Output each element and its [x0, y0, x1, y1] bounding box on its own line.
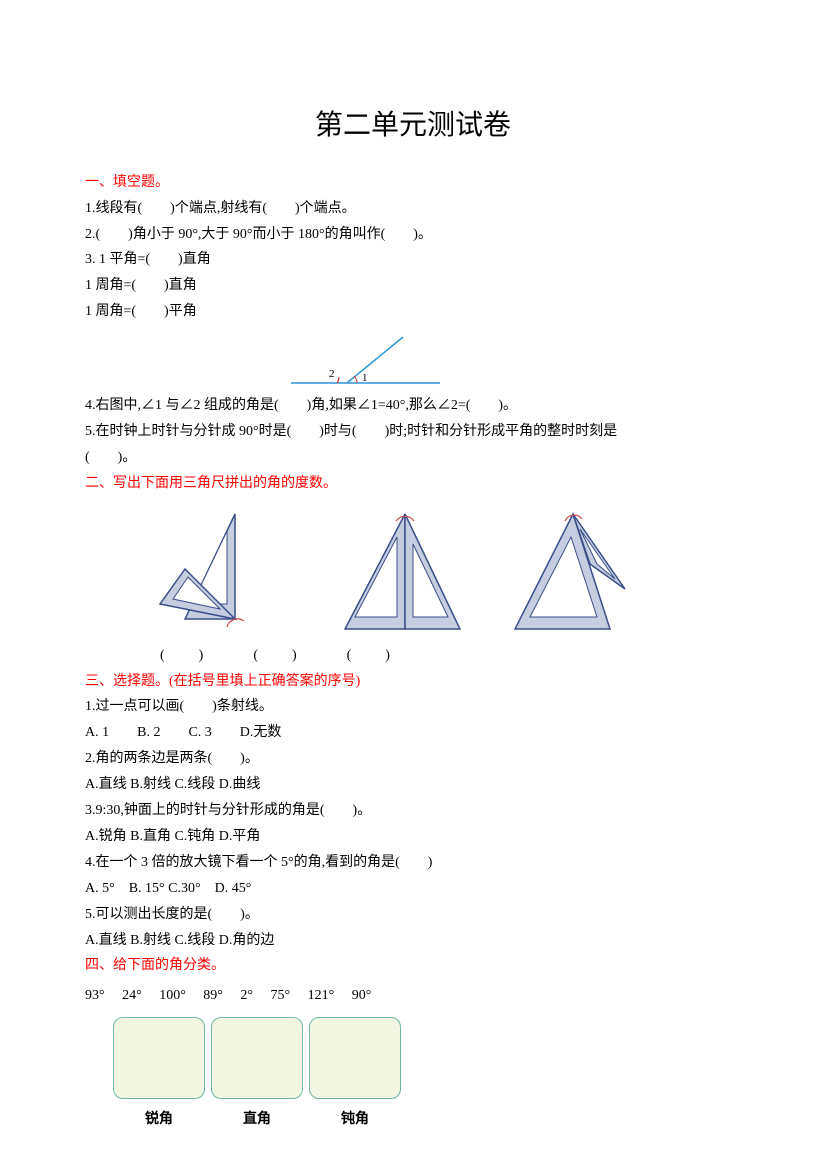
triangle-figure-3	[505, 509, 645, 639]
q1-5b: ( )。	[85, 445, 741, 471]
q1-3b: 1 周角=( )直角	[85, 273, 741, 299]
q1-5a: 5.在时钟上时针与分针成 90°时是( )时与( )时;时针和分针形成平角的整时…	[85, 419, 741, 445]
q3-1-options: A. 1 B. 2 C. 3 D.无数	[85, 720, 741, 746]
q3-2-options: A.直线 B.射线 C.线段 D.曲线	[85, 772, 741, 798]
angle-list: 93° 24° 100° 89° 2° 75° 121° 90°	[85, 983, 741, 1009]
box-labels-row: 锐角 直角 钝角	[113, 1107, 741, 1133]
box-right	[211, 1017, 303, 1099]
section-3-header: 三、选择题。(在括号里填上正确答案的序号)	[85, 669, 741, 695]
label-obtuse: 钝角	[309, 1107, 401, 1133]
q1-2: 2.( )角小于 90°,大于 90°而小于 180°的角叫作( )。	[85, 222, 741, 248]
triangle-figure-1	[155, 509, 295, 639]
label-acute: 锐角	[113, 1107, 205, 1133]
q3-3: 3.9:30,钟面上的时针与分针形成的角是( )。	[85, 798, 741, 824]
section-4-header: 四、给下面的角分类。	[85, 953, 741, 979]
figure-angle-diagram: 1 2	[285, 333, 445, 393]
page-title: 第二单元测试卷	[85, 100, 741, 152]
svg-text:2: 2	[329, 368, 335, 380]
triangle-answer-blanks: ( ) ( ) ( )	[160, 643, 741, 669]
q3-3-options: A.锐角 B.直角 C.钝角 D.平角	[85, 824, 741, 850]
box-acute	[113, 1017, 205, 1099]
q3-5: 5.可以测出长度的是( )。	[85, 902, 741, 928]
q1-4: 4.右图中,∠1 与∠2 组成的角是( )角,如果∠1=40°,那么∠2=( )…	[85, 393, 741, 419]
q3-4: 4.在一个 3 倍的放大镜下看一个 5°的角,看到的角是( )	[85, 850, 741, 876]
q3-5-options: A.直线 B.射线 C.线段 D.角的边	[85, 928, 741, 954]
classification-boxes	[113, 1017, 741, 1099]
section-2-header: 二、写出下面用三角尺拼出的角的度数。	[85, 471, 741, 497]
q3-2: 2.角的两条边是两条( )。	[85, 746, 741, 772]
section-1-header: 一、填空题。	[85, 170, 741, 196]
q1-3c: 1 周角=( )平角	[85, 299, 741, 325]
q1-3a: 3. 1 平角=( )直角	[85, 247, 741, 273]
q3-4-options: A. 5° B. 15° C.30° D. 45°	[85, 876, 741, 902]
q3-1: 1.过一点可以画( )条射线。	[85, 694, 741, 720]
svg-text:1: 1	[362, 372, 368, 384]
label-right: 直角	[211, 1107, 303, 1133]
triangle-figure-2	[330, 509, 470, 639]
box-obtuse	[309, 1017, 401, 1099]
triangles-figure-row	[155, 509, 741, 639]
q1-1: 1.线段有( )个端点,射线有( )个端点。	[85, 196, 741, 222]
